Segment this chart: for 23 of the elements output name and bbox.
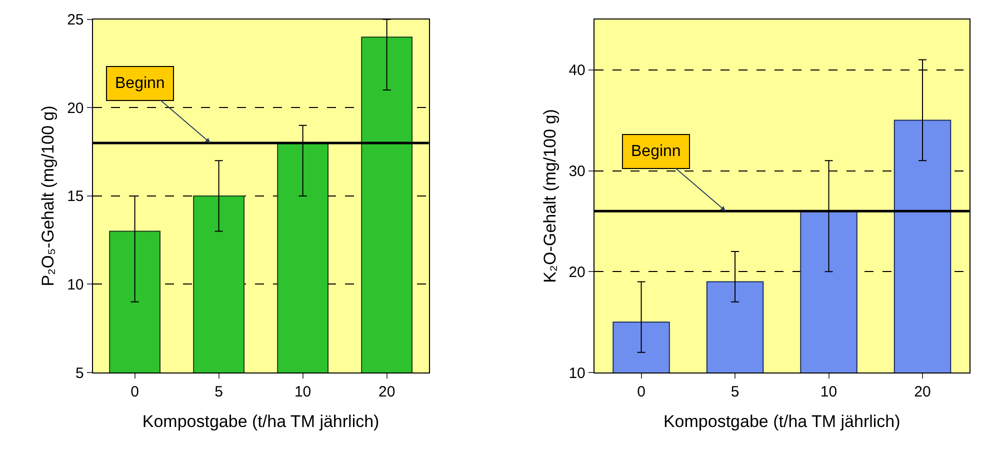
x-axis-title: Kompostgabe (t/ha TM jährlich) [142, 412, 380, 431]
x-tick-label: 10 [820, 384, 838, 401]
y-tick-label: 15 [67, 188, 84, 206]
x-tick-label: 0 [130, 384, 139, 401]
x-tick-label: 20 [378, 384, 396, 401]
x-tick-label: 20 [914, 384, 931, 401]
x-axis-title: Kompostgabe (t/ha TM jährlich) [663, 412, 900, 431]
y-tick-label: 30 [568, 163, 586, 180]
y-tick-label: 5 [75, 364, 84, 382]
y-tick-label: 20 [568, 264, 586, 281]
y-axis-title: P₂O₅-Gehalt (mg/100 g) [38, 106, 58, 286]
y-tick-label: 20 [67, 100, 84, 117]
x-tick-label: 0 [637, 384, 646, 401]
y-tick-label: 25 [67, 12, 84, 29]
x-tick-label: 10 [294, 384, 312, 401]
x-tick-label: 5 [214, 384, 223, 401]
ref-line-label: Beginn [115, 75, 165, 92]
y-tick-label: 10 [67, 276, 84, 294]
y-axis-title: K₂O-Gehalt (mg/100 g) [540, 109, 560, 283]
x-tick-label: 5 [730, 384, 740, 401]
y-tick-label: 40 [568, 62, 586, 80]
y-tick-label: 10 [568, 364, 586, 382]
ref-line-label: Beginn [631, 143, 681, 160]
